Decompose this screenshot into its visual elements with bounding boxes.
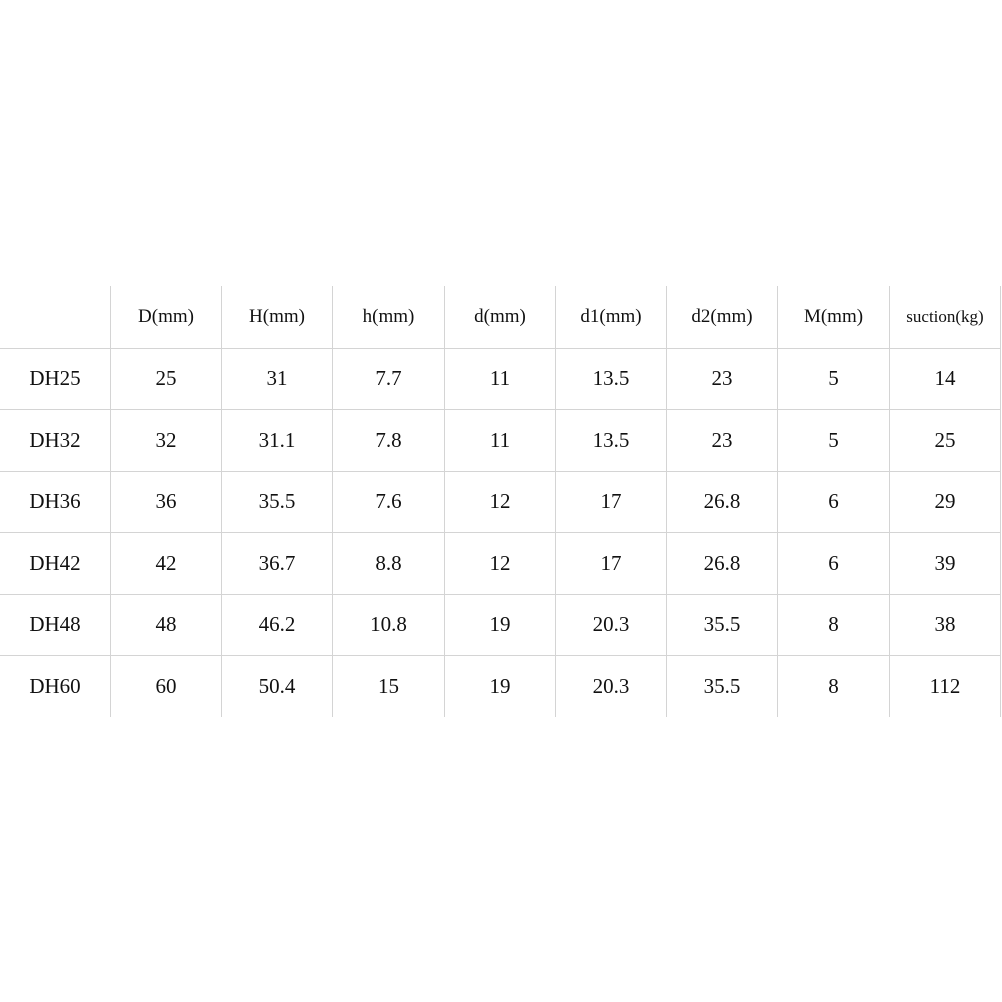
value-cell: 6 [777, 471, 889, 532]
value-cell: 25 [110, 348, 221, 409]
value-cell: 14 [889, 348, 1001, 409]
value-cell: 112 [889, 656, 1001, 717]
value-cell: 17 [555, 533, 666, 594]
value-cell: 7.8 [332, 410, 444, 471]
column-header: M(mm) [777, 286, 889, 348]
value-cell: 8 [777, 656, 889, 717]
value-cell: 38 [889, 594, 1001, 655]
value-cell: 6 [777, 533, 889, 594]
header-row: D(mm) H(mm) h(mm) d(mm) d1(mm) d2(mm) M(mm) suc… [0, 286, 1001, 348]
table-row: DH36 36 35.5 7.6 12 17 26.8 6 29 [0, 470, 1001, 532]
table-row: DH25 25 31 7.7 11 13.5 23 5 14 [0, 347, 1001, 409]
value-cell: 36.7 [221, 533, 332, 594]
table-row: DH48 48 46.2 10.8 19 20.3 35.5 8 38 [0, 593, 1001, 655]
value-cell: 7.7 [332, 348, 444, 409]
value-cell: 26.8 [666, 533, 777, 594]
value-cell: 31.1 [221, 410, 332, 471]
value-cell: 60 [110, 656, 221, 717]
model-cell: DH36 [29, 489, 81, 514]
value-cell: 11 [444, 348, 555, 409]
column-header [0, 286, 110, 348]
value-cell: 42 [110, 533, 221, 594]
value-cell: 19 [444, 594, 555, 655]
value-cell: 20.3 [555, 594, 666, 655]
value-cell: 36 [110, 471, 221, 532]
column-header: d2(mm) [666, 286, 777, 348]
table-row: DH32 32 31.1 7.8 11 13.5 23 5 25 [0, 409, 1001, 471]
value-cell: 32 [110, 410, 221, 471]
model-cell: DH32 [29, 427, 81, 452]
column-header: H(mm) [221, 286, 332, 348]
value-cell: 48 [110, 594, 221, 655]
value-cell: 35.5 [221, 471, 332, 532]
value-cell: 8 [777, 594, 889, 655]
value-cell: 20.3 [555, 656, 666, 717]
value-cell: 23 [666, 348, 777, 409]
value-cell: 5 [777, 348, 889, 409]
value-cell: 50.4 [221, 656, 332, 717]
model-cell: DH42 [29, 550, 81, 575]
model-cell: DH60 [29, 673, 81, 698]
value-cell: 5 [777, 410, 889, 471]
value-cell: 23 [666, 410, 777, 471]
value-cell: 13.5 [555, 348, 666, 409]
spec-table: D(mm) H(mm) h(mm) d(mm) d1(mm) d2(mm) M(mm) suc… [0, 286, 1001, 717]
value-cell: 13.5 [555, 410, 666, 471]
value-cell: 12 [444, 533, 555, 594]
value-cell: 35.5 [666, 594, 777, 655]
value-cell: 17 [555, 471, 666, 532]
value-cell: 29 [889, 471, 1001, 532]
value-cell: 46.2 [221, 594, 332, 655]
value-cell: 11 [444, 410, 555, 471]
column-header: h(mm) [332, 286, 444, 348]
model-cell: DH48 [29, 612, 81, 637]
value-cell: 19 [444, 656, 555, 717]
column-header: d1(mm) [555, 286, 666, 348]
table-row: DH60 60 50.4 15 19 20.3 35.5 8 112 [0, 655, 1001, 717]
value-cell: 31 [221, 348, 332, 409]
value-cell: 7.6 [332, 471, 444, 532]
table-row: DH42 42 36.7 8.8 12 17 26.8 6 39 [0, 532, 1001, 594]
column-header: D(mm) [110, 286, 221, 348]
value-cell: 39 [889, 533, 1001, 594]
column-header: d(mm) [444, 286, 555, 348]
value-cell: 26.8 [666, 471, 777, 532]
value-cell: 8.8 [332, 533, 444, 594]
value-cell: 12 [444, 471, 555, 532]
value-cell: 35.5 [666, 656, 777, 717]
value-cell: 10.8 [332, 594, 444, 655]
value-cell: 25 [889, 410, 1001, 471]
model-cell: DH25 [29, 366, 81, 391]
value-cell: 15 [332, 656, 444, 717]
column-header: suction(kg) [889, 286, 1001, 348]
